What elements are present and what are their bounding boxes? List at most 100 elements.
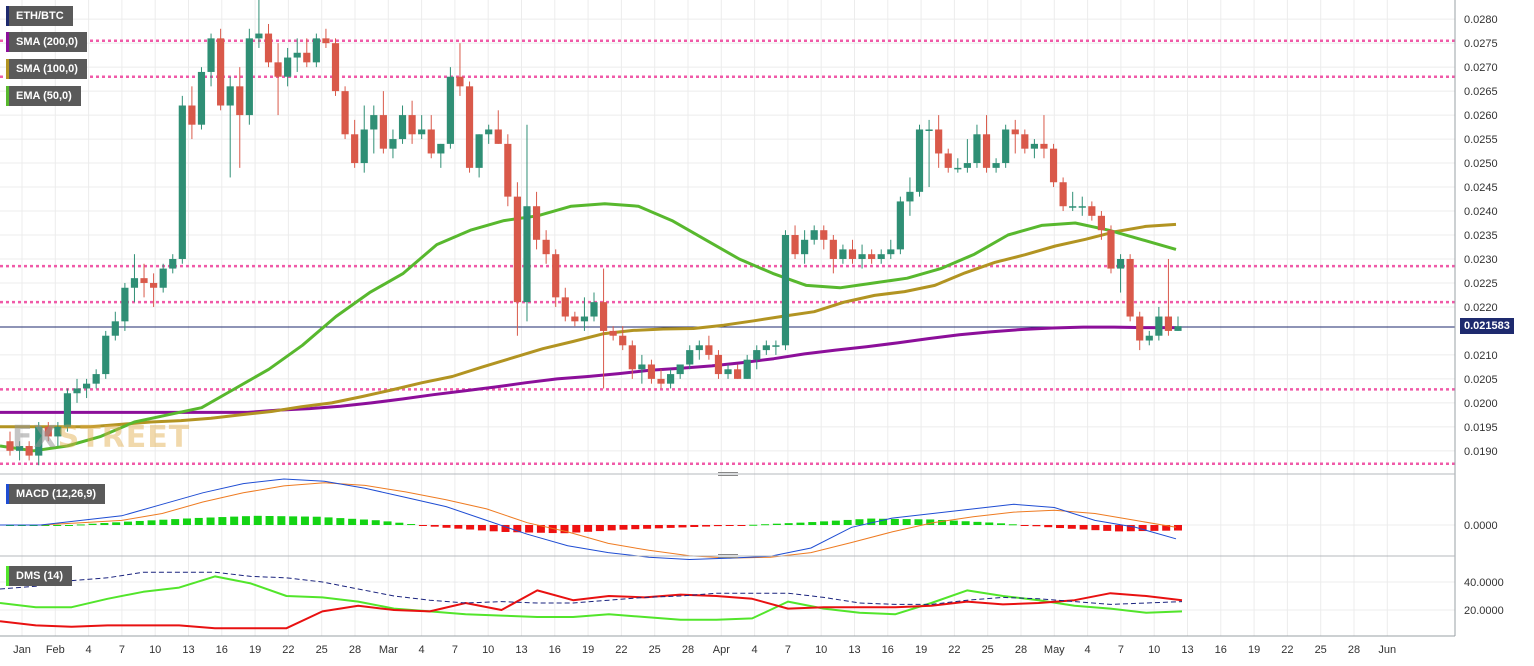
x-tick-label: 7 bbox=[1118, 644, 1124, 656]
legend-symbol[interactable]: ETH/BTC bbox=[6, 6, 73, 26]
candle-body bbox=[772, 345, 780, 347]
macd-histogram-bar bbox=[1091, 525, 1100, 531]
candle-body bbox=[25, 446, 33, 456]
dms-line bbox=[0, 589, 1183, 630]
candle-body bbox=[35, 426, 43, 456]
macd-histogram-bar bbox=[949, 520, 958, 525]
x-tick-label: 4 bbox=[752, 644, 758, 656]
macd-histogram-bar bbox=[926, 519, 935, 525]
candle-body bbox=[753, 350, 761, 360]
legend-ema50[interactable]: EMA (50,0) bbox=[6, 86, 81, 106]
macd-histogram-bar bbox=[702, 525, 711, 527]
candle-body bbox=[15, 446, 24, 451]
x-tick-label: 19 bbox=[915, 644, 927, 656]
y-tick-label: 0.0260 bbox=[1464, 110, 1498, 122]
macd-histogram-bar bbox=[784, 523, 793, 525]
candle-body bbox=[427, 129, 435, 154]
candle-body bbox=[63, 393, 72, 427]
y-tick-label: 0.0230 bbox=[1464, 254, 1498, 266]
candle-body bbox=[437, 143, 445, 154]
macd-histogram-bar bbox=[985, 522, 994, 525]
candle-body bbox=[887, 249, 895, 255]
macd-histogram-bar bbox=[300, 516, 309, 525]
candle-body bbox=[896, 201, 904, 250]
candle-body bbox=[839, 249, 847, 259]
x-tick-label: 19 bbox=[1248, 644, 1260, 656]
candle-body bbox=[935, 129, 943, 154]
x-tick-label: 16 bbox=[549, 644, 561, 656]
x-tick-label: 7 bbox=[452, 644, 458, 656]
macd-histogram-bar bbox=[1067, 525, 1076, 529]
macd-line bbox=[0, 482, 1177, 559]
candle-body bbox=[513, 196, 521, 303]
candle-body bbox=[6, 441, 14, 451]
candle-body bbox=[963, 163, 971, 168]
candle-body bbox=[1011, 129, 1019, 135]
watermark-logo: FXSTREET bbox=[12, 420, 191, 455]
candle-body bbox=[743, 359, 751, 379]
candle-body bbox=[848, 249, 857, 259]
legend-dms[interactable]: DMS (14) bbox=[6, 566, 73, 586]
candle-body bbox=[877, 254, 885, 259]
macd-histogram-bar bbox=[867, 518, 876, 525]
legend-macd[interactable]: MACD (12,26,9) bbox=[6, 484, 106, 504]
x-tick-label: 22 bbox=[615, 644, 627, 656]
candle-body bbox=[858, 254, 866, 259]
x-tick-label: 4 bbox=[419, 644, 425, 656]
candle-body bbox=[159, 268, 167, 288]
macd-histogram-bar bbox=[241, 516, 250, 525]
candle-body bbox=[44, 426, 52, 437]
x-tick-label: 22 bbox=[1281, 644, 1293, 656]
candle-body bbox=[580, 316, 589, 322]
y-tick-label: 0.0240 bbox=[1464, 206, 1498, 218]
macd-histogram-bar bbox=[407, 524, 416, 526]
candle-body bbox=[868, 254, 876, 259]
macd-histogram-bar bbox=[395, 522, 404, 525]
macd-histogram-bar bbox=[607, 525, 616, 531]
candle-body bbox=[150, 282, 158, 288]
dms-y-tick: 40.0000 bbox=[1464, 577, 1504, 589]
legend-sma100[interactable]: SMA (100,0) bbox=[6, 59, 87, 79]
macd-histogram-bar bbox=[1079, 525, 1088, 530]
y-tick-label: 0.0220 bbox=[1464, 302, 1498, 314]
x-tick-label: 10 bbox=[149, 644, 161, 656]
candle-body bbox=[1107, 230, 1115, 269]
candle-body bbox=[810, 230, 818, 240]
candle-body bbox=[504, 143, 512, 197]
macd-histogram-bar bbox=[159, 519, 168, 525]
macd-histogram-bar bbox=[1150, 525, 1159, 531]
candle-body bbox=[312, 38, 320, 63]
macd-histogram-bar bbox=[1056, 525, 1065, 529]
macd-histogram-bar bbox=[761, 524, 770, 526]
macd-histogram-bar bbox=[643, 525, 652, 529]
macd-histogram-bar bbox=[88, 523, 97, 525]
x-tick-label: 10 bbox=[482, 644, 494, 656]
macd-histogram-bar bbox=[584, 525, 593, 532]
macd-histogram-bar bbox=[383, 521, 392, 525]
candle-body bbox=[92, 374, 100, 384]
macd-histogram-bar bbox=[182, 518, 191, 525]
macd-histogram-bar bbox=[560, 525, 569, 534]
candle-body bbox=[667, 374, 675, 384]
moving-averages bbox=[0, 202, 1177, 453]
candle-body bbox=[1126, 258, 1134, 317]
y-tick-label: 0.0255 bbox=[1464, 134, 1498, 146]
y-tick-label: 0.0225 bbox=[1464, 278, 1498, 290]
x-tick-label: 25 bbox=[316, 644, 328, 656]
macd-histogram-bar bbox=[53, 525, 62, 526]
candle-body bbox=[619, 335, 627, 346]
candle-body bbox=[389, 139, 397, 149]
macd-histogram-bar bbox=[76, 524, 85, 526]
candle-body bbox=[322, 38, 330, 44]
candle-body bbox=[293, 52, 301, 58]
macd-histogram-bar bbox=[855, 519, 864, 525]
x-tick-label: 13 bbox=[515, 644, 527, 656]
candle-body bbox=[705, 345, 713, 355]
legend-sma200[interactable]: SMA (200,0) bbox=[6, 32, 87, 52]
candle-body bbox=[915, 129, 924, 192]
x-tick-label: Apr bbox=[713, 644, 730, 656]
candle-body bbox=[188, 105, 196, 125]
macd-histogram-bar bbox=[1115, 525, 1124, 532]
macd-histogram-bar bbox=[1138, 525, 1147, 532]
macd-histogram-bar bbox=[796, 522, 805, 525]
